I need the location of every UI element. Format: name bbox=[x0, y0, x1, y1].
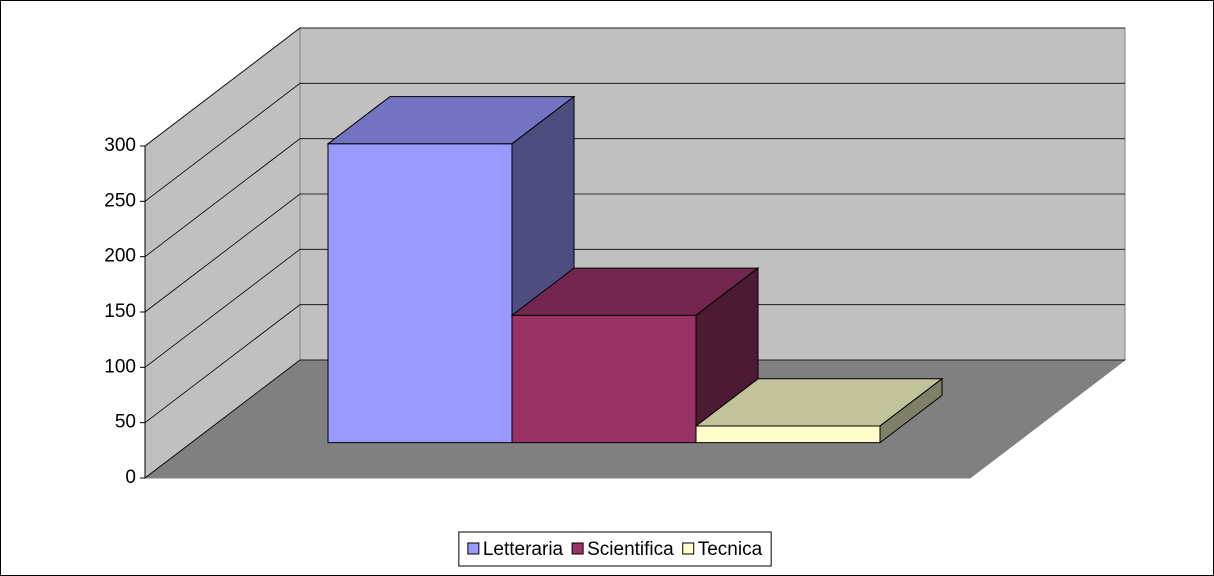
y-tick-label: 250 bbox=[104, 190, 136, 211]
legend-swatch bbox=[467, 542, 480, 555]
y-tick-label: 150 bbox=[104, 301, 136, 322]
bar-front bbox=[327, 143, 513, 444]
bar-front bbox=[511, 314, 697, 444]
grid-line bbox=[144, 82, 1125, 202]
y-tick-label: 300 bbox=[104, 135, 136, 156]
legend bbox=[458, 531, 772, 567]
grid-line bbox=[144, 193, 1125, 313]
y-tick-label: 200 bbox=[104, 246, 136, 267]
grid-line bbox=[144, 27, 1125, 147]
legend-label: Tecnica bbox=[698, 539, 763, 560]
legend-label: Letteraria bbox=[483, 539, 564, 560]
y-tick-label: 100 bbox=[104, 356, 136, 377]
legend-swatch bbox=[571, 542, 584, 555]
y-tick-label: 0 bbox=[125, 467, 136, 488]
y-tick-label: 50 bbox=[115, 412, 136, 433]
bar-front bbox=[695, 425, 881, 444]
legend-swatch bbox=[682, 542, 695, 555]
grid-line bbox=[144, 304, 1125, 423]
grid-line bbox=[144, 359, 1125, 479]
legend-label: Scientifica bbox=[587, 539, 674, 560]
bar-side bbox=[879, 377, 943, 444]
grid-line bbox=[144, 138, 1125, 257]
grid-line bbox=[144, 248, 1125, 368]
